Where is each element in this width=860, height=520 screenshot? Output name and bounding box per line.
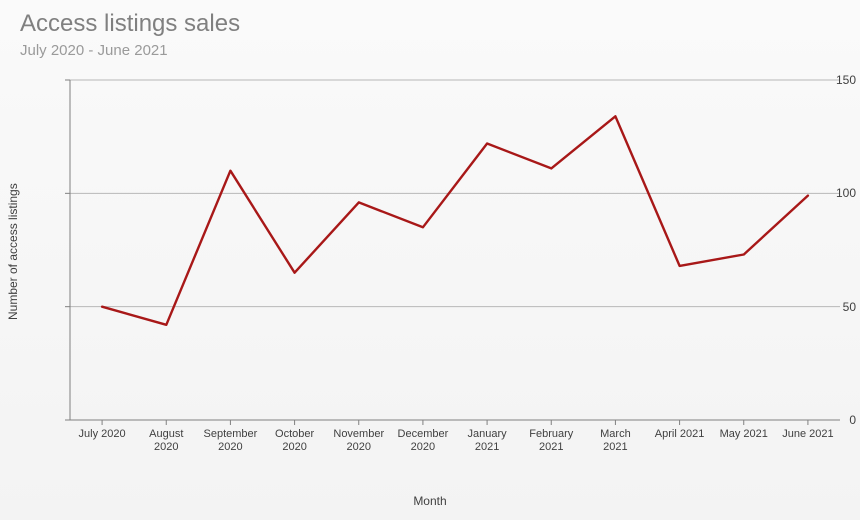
x-tick-label: June 2021 <box>782 428 833 441</box>
x-tick-label: November 2020 <box>333 428 384 454</box>
x-tick-label: April 2021 <box>655 428 705 441</box>
x-tick-label: February 2021 <box>529 428 573 454</box>
y-tick-label: 0 <box>796 413 856 427</box>
x-tick-label: May 2021 <box>720 428 768 441</box>
chart-card: Access listings sales July 2020 - June 2… <box>0 0 860 520</box>
x-tick-label: September 2020 <box>204 428 258 454</box>
x-tick-label: August 2020 <box>149 428 183 454</box>
x-tick-label: July 2020 <box>79 428 126 441</box>
x-tick-label: October 2020 <box>275 428 314 454</box>
y-tick-label: 100 <box>796 186 856 200</box>
x-tick-label: January 2021 <box>468 428 507 454</box>
y-tick-label: 50 <box>796 300 856 314</box>
x-tick-label: December 2020 <box>398 428 449 454</box>
x-tick-label: March 2021 <box>600 428 631 454</box>
y-tick-label: 150 <box>796 73 856 87</box>
